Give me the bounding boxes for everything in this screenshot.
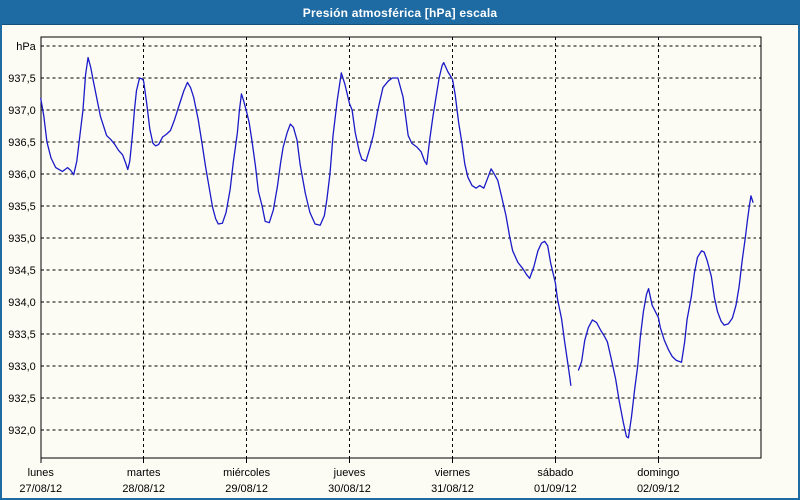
y-axis-label: 936,0	[8, 169, 35, 181]
x-axis-day-name: miércoles	[223, 467, 270, 479]
x-axis-date: 01/09/12	[534, 483, 577, 495]
x-axis-date: 31/08/12	[431, 483, 474, 495]
x-axis-date: 28/08/12	[122, 483, 165, 495]
x-axis-day-name: jueves	[333, 467, 366, 479]
x-axis-date: 27/08/12	[19, 483, 62, 495]
chart-title: Presión atmosférica [hPa] escala	[302, 6, 498, 20]
x-axis-labels: lunes 27/08/12 martes 28/08/12 miércoles 29/0…	[19, 467, 679, 495]
y-axis-label: 934,5	[8, 265, 35, 277]
y-axis-label: hPa	[16, 41, 36, 53]
pressure-line	[40, 56, 754, 439]
y-axis-label: 933,5	[8, 329, 35, 341]
y-axis-label: 932,0	[8, 425, 35, 437]
gridlines	[40, 36, 762, 459]
y-axis-label: 935,5	[8, 201, 35, 213]
x-axis-day-name: sábado	[537, 467, 573, 479]
pressure-chart: hPa 937,5 937,0 936,5 936,0 935,5 935,0 934,5 93…	[8, 36, 762, 495]
y-axis-label: 937,5	[8, 73, 35, 85]
y-axis-label: 936,5	[8, 137, 35, 149]
x-axis-day-name: martes	[127, 467, 161, 479]
y-axis-labels: hPa 937,5 937,0 936,5 936,0 935,5 935,0 934,5 93…	[8, 41, 36, 437]
x-axis-date: 29/08/12	[225, 483, 268, 495]
y-axis-label: 937,0	[8, 105, 35, 117]
chart-area: hPa 937,5 937,0 936,5 936,0 935,5 935,0 934,5 93…	[2, 25, 798, 498]
y-axis-label: 933,0	[8, 361, 35, 373]
x-axis-date: 02/09/12	[637, 483, 680, 495]
y-axis-label: 934,0	[8, 297, 35, 309]
x-axis-day-name: domingo	[637, 467, 679, 479]
title-bar: Presión atmosférica [hPa] escala	[2, 2, 798, 25]
pressure-line-segment	[40, 56, 572, 386]
x-axis-day-name: lunes	[28, 467, 55, 479]
y-axis-label: 935,0	[8, 233, 35, 245]
x-axis-day-name: viernes	[435, 467, 471, 479]
x-axis-date: 30/08/12	[328, 483, 371, 495]
x-axis-ticks	[40, 458, 659, 464]
plot-frame	[40, 36, 762, 459]
pressure-line-segment	[577, 195, 754, 439]
y-axis-label: 932,5	[8, 393, 35, 405]
